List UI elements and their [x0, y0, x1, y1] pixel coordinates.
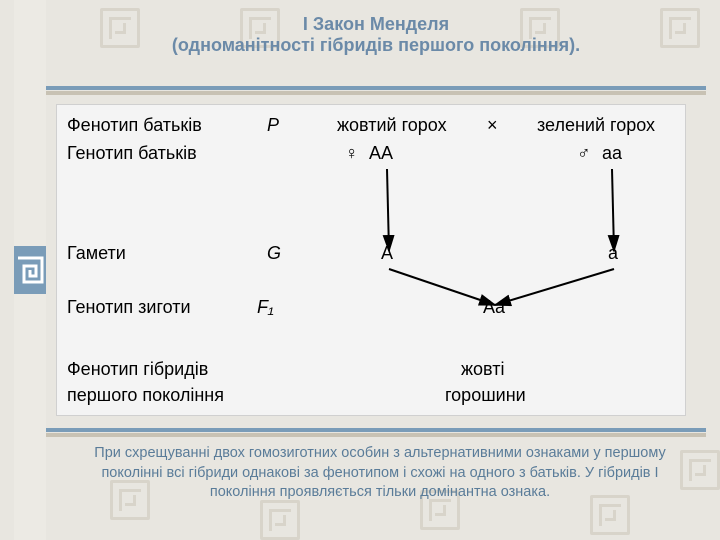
- greek-key-icon: [14, 246, 46, 294]
- slide-title: І Закон Менделя (одноманітності гібридів…: [46, 14, 706, 56]
- divider-bottom: [46, 428, 706, 432]
- inheritance-arrows: [57, 105, 687, 417]
- left-decor-band: [14, 0, 46, 540]
- punnett-diagram: Фенотип батьків Генотип батьків Гамети Г…: [56, 104, 686, 416]
- caption-text: При схрещуванні двох гомозиготних особин…: [80, 444, 680, 503]
- title-line-1: І Закон Менделя: [46, 14, 706, 35]
- title-line-2: (одноманітності гібридів першого поколін…: [46, 35, 706, 56]
- divider-top: [46, 86, 706, 90]
